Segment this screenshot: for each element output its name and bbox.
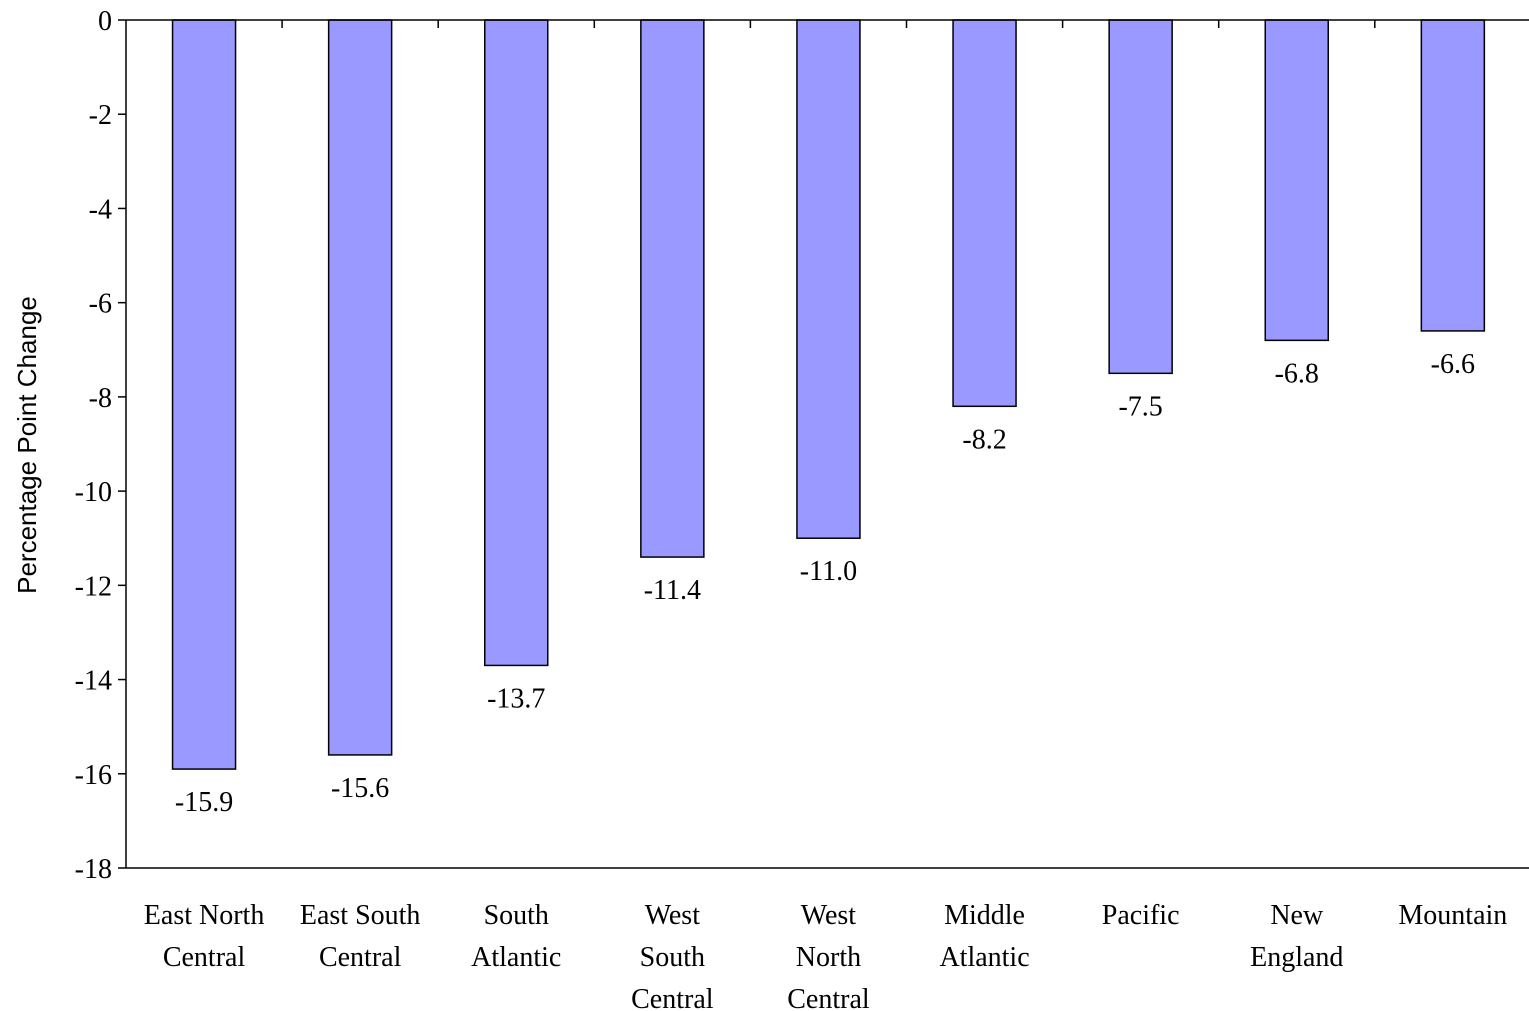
y-tick-label: -6 xyxy=(89,289,112,320)
category-label: Middle xyxy=(944,900,1025,931)
data-label: -15.6 xyxy=(331,773,389,804)
category-label: Atlantic xyxy=(471,942,561,973)
y-tick-label: -16 xyxy=(75,760,112,791)
category-label: North xyxy=(796,942,861,973)
category-label: Atlantic xyxy=(939,942,1029,973)
y-tick-label: 0 xyxy=(98,6,112,37)
y-tick-label: -4 xyxy=(89,194,112,225)
category-label: Central xyxy=(163,942,246,973)
y-tick-label: -18 xyxy=(75,854,112,885)
bar xyxy=(484,19,549,667)
bar xyxy=(640,19,705,558)
data-label: -7.5 xyxy=(1118,391,1162,422)
bar xyxy=(327,19,393,756)
category-label: England xyxy=(1250,942,1343,973)
data-label: -6.8 xyxy=(1275,358,1319,389)
category-label: West xyxy=(645,900,701,931)
data-label: -15.9 xyxy=(175,787,233,818)
category-label: Mountain xyxy=(1398,900,1507,931)
category-label: Central xyxy=(631,984,714,1011)
y-axis-title: Percentage Point Change xyxy=(12,296,42,594)
category-label: East South xyxy=(300,900,421,931)
bar xyxy=(796,19,861,539)
data-label: -13.7 xyxy=(487,683,545,714)
bar xyxy=(1420,19,1486,332)
plot-area: 0 -2 -4 -6 -8 -10 -12 -14 -16 -18 -15.9 East North C… xyxy=(75,6,1529,1011)
category-label: Pacific xyxy=(1102,900,1180,931)
category-label: Central xyxy=(319,942,402,973)
category-label: South xyxy=(640,942,705,973)
bar xyxy=(1108,19,1173,375)
category-label: East North xyxy=(144,900,265,931)
category-label: West xyxy=(801,900,857,931)
y-tick-label: -14 xyxy=(75,666,112,697)
data-label: -6.6 xyxy=(1431,349,1475,380)
bar xyxy=(952,19,1017,408)
data-label: -8.2 xyxy=(962,424,1006,455)
data-label: -11.0 xyxy=(800,556,857,587)
category-label: South xyxy=(484,900,549,931)
category-label: New xyxy=(1270,900,1324,931)
y-tick-label: -10 xyxy=(75,477,112,508)
y-tick-label: -12 xyxy=(75,571,112,602)
data-label: -11.4 xyxy=(644,575,701,606)
category-label: Central xyxy=(787,984,870,1011)
y-tick-label: -2 xyxy=(89,100,112,131)
y-tick-label: -8 xyxy=(89,383,112,414)
bar xyxy=(1264,19,1329,342)
bar xyxy=(171,19,237,770)
